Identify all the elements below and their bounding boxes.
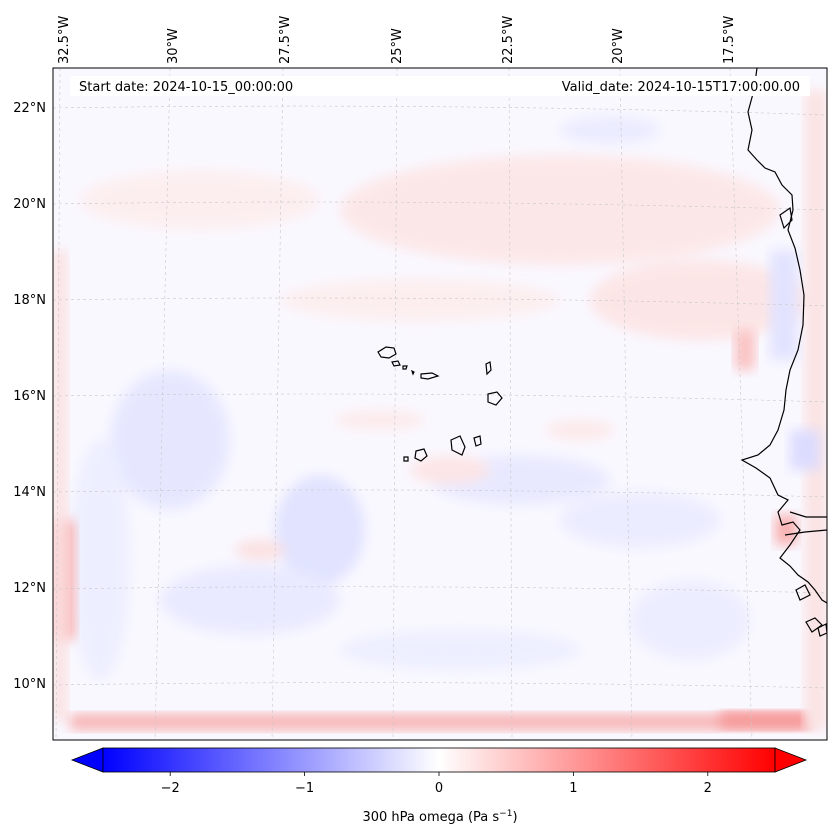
graticule [53, 68, 827, 740]
cape-verde-islands [377, 346, 503, 462]
colorbar-tick-label: −2 [161, 781, 180, 796]
header-box [70, 76, 810, 96]
lat-label: 16°N [13, 389, 46, 404]
lat-label: 22°N [13, 101, 46, 116]
lon-label: 20°W [611, 28, 626, 64]
latitude-labels: 22°N 20°N 18°N 16°N 14°N 12°N 10°N [13, 101, 46, 692]
start-date-label: Start date: 2024-10-15_00:00:00 [79, 80, 293, 95]
longitude-labels: 32.5°W 30°W 27.5°W 25°W 22.5°W 20°W 17.5… [57, 16, 737, 64]
colorbar: −2 −1 0 1 2 300 hPa omega (Pa s−1) [70, 747, 808, 825]
colorbar-max-extend [774, 747, 808, 773]
colorbar-tick-label: −1 [295, 781, 314, 796]
lon-label: 27.5°W [278, 16, 293, 64]
african-coastline [740, 68, 827, 637]
lat-label: 10°N [13, 677, 46, 692]
colorbar-tick-label: 1 [569, 781, 577, 796]
lon-label: 30°W [166, 28, 181, 64]
colorbar-tick-label: 2 [704, 781, 712, 796]
valid-date-label: Valid_date: 2024-10-15T17:00:00.00 [562, 80, 800, 95]
omega-field [53, 90, 827, 730]
lat-label: 20°N [13, 197, 46, 212]
colorbar-label-close: ) [512, 810, 517, 825]
lat-label: 12°N [13, 581, 46, 596]
colorbar-label-main: 300 hPa omega (Pa s [362, 810, 499, 825]
colorbar-label: 300 hPa omega (Pa s−1) [362, 809, 517, 825]
lon-label: 32.5°W [57, 16, 72, 64]
map-frame [52, 67, 828, 741]
colorbar-bar [102, 747, 776, 773]
map-panel[interactable]: Start date: 2024-10-15_00:00:00 Valid_da… [52, 67, 828, 741]
lon-label: 22.5°W [501, 16, 516, 64]
colorbar-label-exponent: −1 [499, 809, 512, 819]
lat-label: 18°N [13, 293, 46, 308]
lon-label: 17.5°W [722, 16, 737, 64]
colorbar-ticks: −2 −1 0 1 2 [161, 772, 712, 796]
colorbar-tick-label: 0 [435, 781, 443, 796]
lon-label: 25°W [390, 28, 405, 64]
colorbar-min-extend [70, 747, 104, 773]
lat-label: 14°N [13, 485, 46, 500]
